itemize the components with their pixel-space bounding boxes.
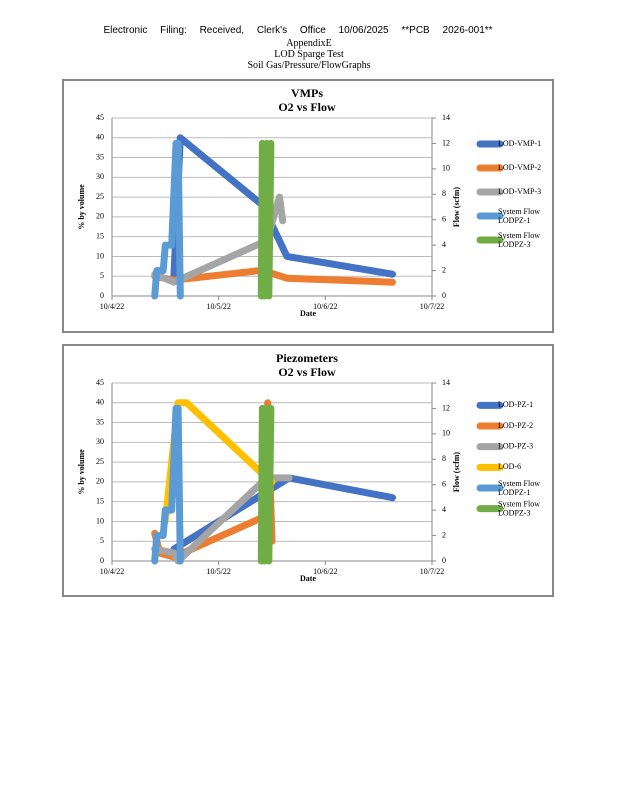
- x-tick-label: 10/4/22: [100, 567, 124, 576]
- y-tick-label: 10: [96, 251, 104, 260]
- legend-label: System Flow LODPZ-1: [498, 207, 540, 225]
- series-line: [151, 404, 184, 565]
- y-tick-label: 5: [100, 536, 104, 545]
- y2-tick-label: 10: [442, 164, 450, 173]
- y-tick-label: 45: [96, 378, 104, 387]
- x-tick-label: 10/5/22: [206, 567, 230, 576]
- filing-stamp: Electronic Filing: Received, Clerk's Off…: [103, 25, 492, 36]
- legend-label: LOD-VMP-3: [498, 187, 541, 196]
- y-tick-label: 25: [96, 192, 104, 201]
- x-axis-label: Date: [300, 574, 316, 583]
- x-tick-label: 10/6/22: [313, 567, 337, 576]
- y2-tick-label: 4: [442, 505, 446, 514]
- y2-tick-label: 8: [442, 189, 446, 198]
- chart-frame: [62, 344, 554, 597]
- y2-tick-label: 12: [442, 138, 450, 147]
- x-tick-label: 10/7/22: [420, 567, 444, 576]
- y2-tick-label: 6: [442, 215, 446, 224]
- x-tick-label: 10/4/22: [100, 302, 124, 311]
- y2-tick-label: 4: [442, 240, 446, 249]
- y2-tick-label: 8: [442, 454, 446, 463]
- legend-label: LOD-PZ-3: [498, 441, 533, 450]
- y2-tick-label: 12: [442, 403, 450, 412]
- y-axis-label: % by volume: [77, 449, 86, 495]
- appendix: AppendixE: [286, 38, 332, 49]
- y2-tick-label: 14: [442, 113, 450, 122]
- y-tick-label: 15: [96, 231, 104, 240]
- y2-tick-label: 14: [442, 378, 450, 387]
- legend-label: LOD-PZ-1: [498, 400, 533, 409]
- legend-label: LOD-VMP-2: [498, 163, 541, 172]
- y-tick-label: 5: [100, 271, 104, 280]
- chart-title: VMPs: [291, 86, 323, 100]
- y2-tick-label: 0: [442, 556, 446, 565]
- legend-label: LOD-PZ-2: [498, 421, 533, 430]
- x-axis-label: Date: [300, 309, 316, 318]
- x-tick-label: 10/6/22: [313, 302, 337, 311]
- y2-tick-label: 0: [442, 291, 446, 300]
- y-tick-label: 35: [96, 152, 104, 161]
- y-tick-label: 30: [96, 437, 104, 446]
- y2-tick-label: 10: [442, 429, 450, 438]
- chart-subtitle: O2 vs Flow: [278, 365, 336, 379]
- series-line: [151, 139, 184, 300]
- chart-frame: [62, 79, 554, 333]
- y-tick-label: 40: [96, 133, 104, 142]
- y2-tick-label: 6: [442, 480, 446, 489]
- y-tick-label: 20: [96, 477, 104, 486]
- y-tick-label: 40: [96, 398, 104, 407]
- y-tick-label: 0: [100, 291, 104, 300]
- y2-axis-label: Flow (scfm): [452, 187, 461, 228]
- y-tick-label: 15: [96, 496, 104, 505]
- chart-title: Piezometers: [276, 351, 338, 365]
- legend-label: LOD-VMP-1: [498, 139, 541, 148]
- y-tick-label: 10: [96, 516, 104, 525]
- y-tick-label: 30: [96, 172, 104, 181]
- y2-tick-label: 2: [442, 265, 446, 274]
- y-tick-label: 0: [100, 556, 104, 565]
- legend-label: System Flow LODPZ-1: [498, 479, 540, 497]
- test-name: LOD Sparge Test: [274, 49, 344, 60]
- y2-tick-label: 2: [442, 530, 446, 539]
- series-line: [257, 404, 275, 565]
- legend-label: System Flow LODPZ-3: [498, 231, 540, 249]
- y-axis-label: % by volume: [77, 184, 86, 230]
- x-tick-label: 10/5/22: [206, 302, 230, 311]
- y2-axis-label: Flow (scfm): [452, 452, 461, 493]
- legend-label: System Flow LODPZ-3: [498, 499, 540, 517]
- y-tick-label: 45: [96, 113, 104, 122]
- y-tick-label: 25: [96, 457, 104, 466]
- subject: Soil Gas/Pressure/FlowGraphs: [247, 60, 370, 71]
- y-tick-label: 20: [96, 212, 104, 221]
- x-tick-label: 10/7/22: [420, 302, 444, 311]
- legend-label: LOD-6: [498, 462, 521, 471]
- y-tick-label: 35: [96, 417, 104, 426]
- series-line: [257, 139, 275, 300]
- chart-subtitle: O2 vs Flow: [278, 100, 336, 114]
